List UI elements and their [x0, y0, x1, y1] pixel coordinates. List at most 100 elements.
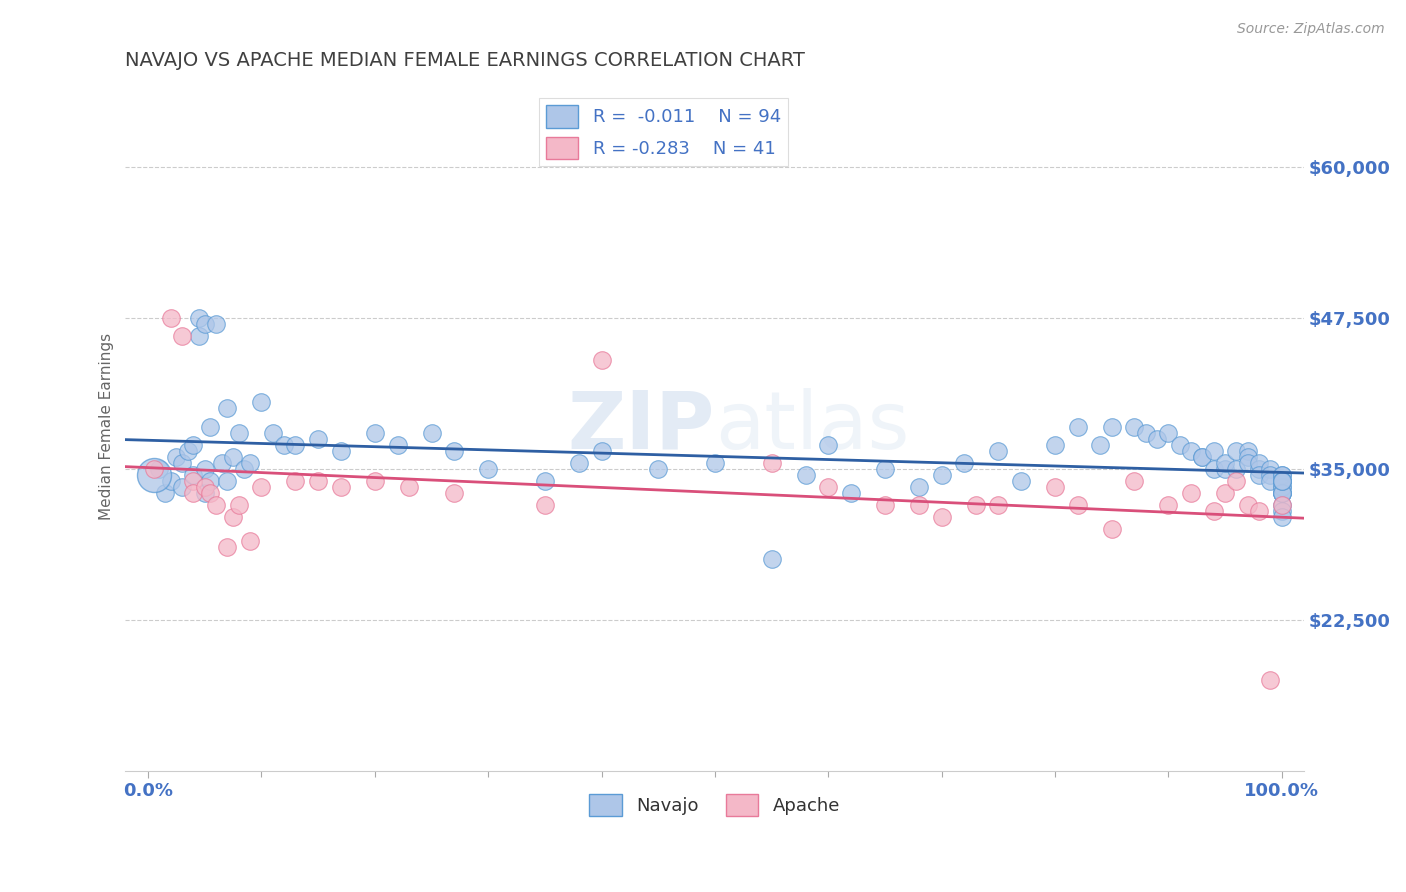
Point — [239, 534, 262, 549]
Point — [761, 552, 783, 566]
Point — [1258, 474, 1281, 488]
Point — [194, 462, 217, 476]
Point — [217, 541, 239, 555]
Point — [1180, 486, 1202, 500]
Point — [908, 498, 931, 512]
Point — [1043, 437, 1066, 451]
Point — [591, 353, 613, 368]
Point — [387, 437, 409, 451]
Point — [1271, 486, 1294, 500]
Point — [703, 456, 725, 470]
Point — [1202, 462, 1225, 476]
Point — [172, 456, 194, 470]
Point — [183, 467, 205, 482]
Point — [1135, 425, 1157, 440]
Text: Source: ZipAtlas.com: Source: ZipAtlas.com — [1237, 22, 1385, 37]
Point — [953, 456, 976, 470]
Point — [1168, 437, 1191, 451]
Point — [443, 443, 465, 458]
Point — [1271, 474, 1294, 488]
Point — [1180, 443, 1202, 458]
Point — [1236, 498, 1258, 512]
Point — [1101, 522, 1123, 536]
Point — [205, 317, 228, 331]
Point — [200, 474, 222, 488]
Point — [159, 310, 181, 325]
Point — [477, 462, 499, 476]
Point — [1271, 480, 1294, 494]
Point — [1066, 419, 1088, 434]
Point — [172, 329, 194, 343]
Point — [1236, 443, 1258, 458]
Point — [142, 462, 165, 476]
Point — [1213, 486, 1236, 500]
Point — [262, 425, 284, 440]
Point — [233, 462, 256, 476]
Point — [1258, 673, 1281, 687]
Point — [1271, 467, 1294, 482]
Point — [398, 480, 420, 494]
Point — [1271, 467, 1294, 482]
Point — [222, 510, 245, 524]
Point — [329, 443, 352, 458]
Point — [1247, 504, 1270, 518]
Point — [188, 310, 211, 325]
Point — [1123, 474, 1146, 488]
Point — [166, 450, 188, 464]
Point — [591, 443, 613, 458]
Point — [1090, 437, 1112, 451]
Point — [284, 474, 307, 488]
Point — [228, 498, 250, 512]
Point — [205, 498, 228, 512]
Point — [1271, 498, 1294, 512]
Point — [1271, 474, 1294, 488]
Point — [1066, 498, 1088, 512]
Point — [1236, 456, 1258, 470]
Point — [364, 474, 387, 488]
Point — [194, 480, 217, 494]
Point — [908, 480, 931, 494]
Point — [183, 437, 205, 451]
Point — [222, 450, 245, 464]
Point — [1213, 462, 1236, 476]
Point — [794, 467, 817, 482]
Point — [273, 437, 295, 451]
Point — [1271, 498, 1294, 512]
Point — [1271, 486, 1294, 500]
Point — [188, 329, 211, 343]
Point — [211, 456, 233, 470]
Point — [177, 443, 200, 458]
Point — [839, 486, 862, 500]
Point — [364, 425, 387, 440]
Point — [965, 498, 987, 512]
Point — [153, 486, 176, 500]
Point — [1258, 462, 1281, 476]
Point — [1202, 443, 1225, 458]
Point — [761, 456, 783, 470]
Y-axis label: Median Female Earnings: Median Female Earnings — [100, 333, 114, 520]
Point — [647, 462, 669, 476]
Point — [194, 486, 217, 500]
Point — [568, 456, 591, 470]
Point — [1258, 467, 1281, 482]
Point — [1247, 456, 1270, 470]
Point — [250, 480, 273, 494]
Point — [873, 498, 896, 512]
Text: ZIP: ZIP — [568, 387, 714, 466]
Point — [159, 474, 181, 488]
Point — [817, 437, 839, 451]
Point — [217, 474, 239, 488]
Point — [1225, 462, 1247, 476]
Point — [200, 486, 222, 500]
Point — [1225, 474, 1247, 488]
Point — [307, 474, 329, 488]
Point — [1010, 474, 1032, 488]
Point — [183, 486, 205, 500]
Point — [420, 425, 443, 440]
Point — [1271, 504, 1294, 518]
Point — [1247, 467, 1270, 482]
Text: atlas: atlas — [714, 387, 910, 466]
Point — [1271, 480, 1294, 494]
Point — [1157, 425, 1180, 440]
Point — [284, 437, 307, 451]
